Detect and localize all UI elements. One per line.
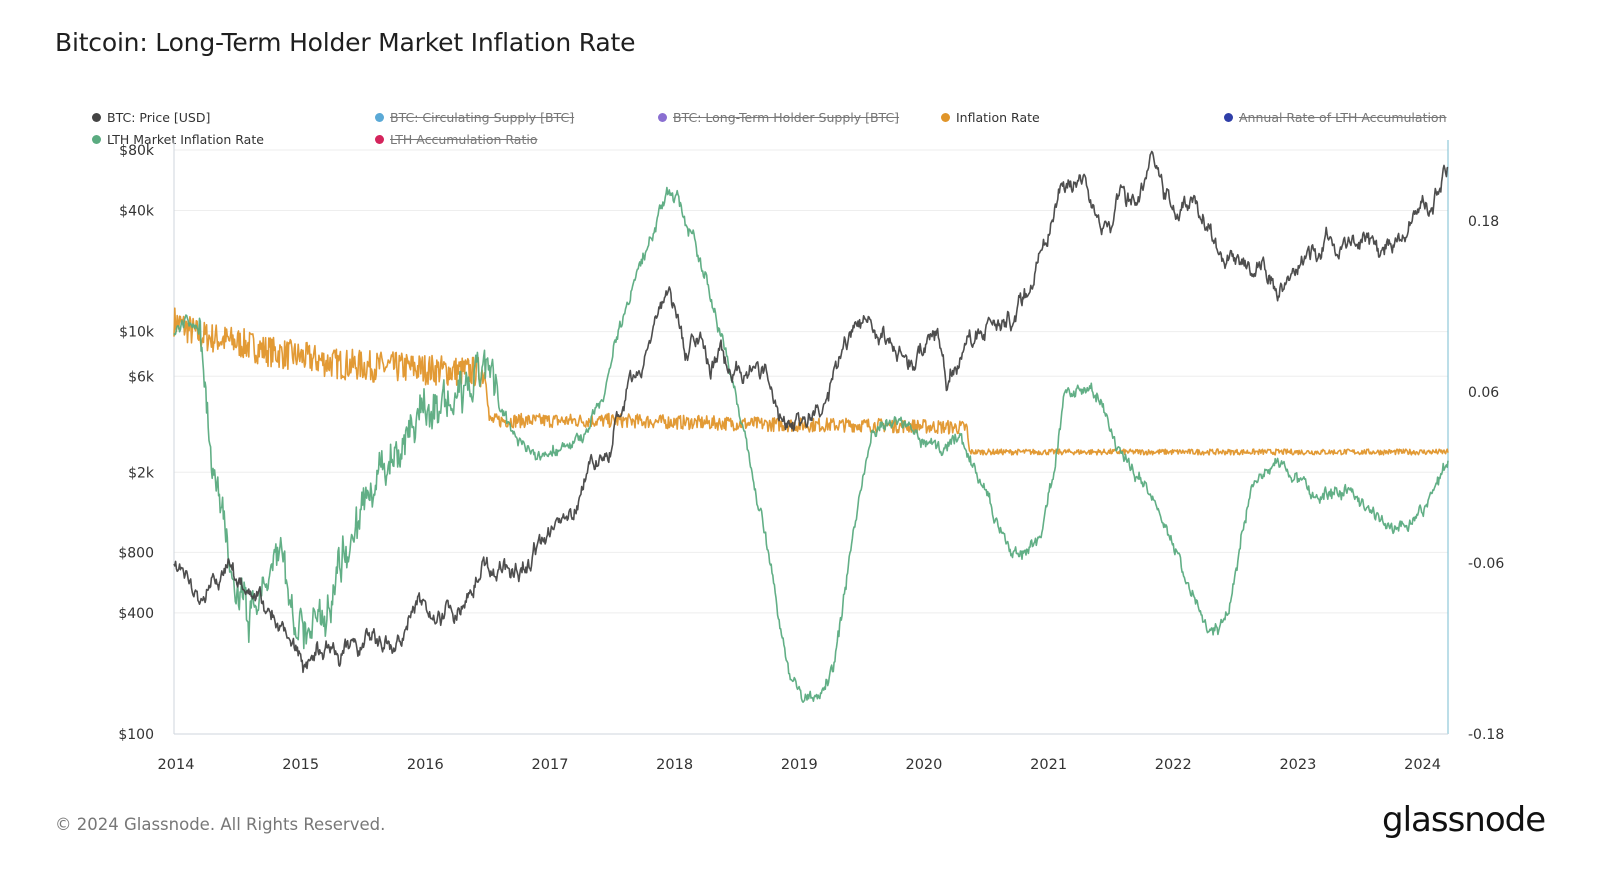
- x-tick-label: 2017: [532, 757, 569, 773]
- series-line-1: [173, 307, 1449, 456]
- x-tick-label: 2022: [1155, 757, 1192, 773]
- legend-dot-icon: [658, 113, 667, 122]
- y-right-tick-label: 0.18: [1468, 214, 1499, 230]
- glassnode-logo: glassnode: [1382, 800, 1546, 840]
- legend-label: LTH Market Inflation Rate: [107, 132, 264, 147]
- legend-dot-icon: [1224, 113, 1233, 122]
- y-left-tick-label: $100: [118, 727, 154, 743]
- legend-label: BTC: Circulating Supply [BTC]: [390, 110, 575, 125]
- chart-legend: BTC: Price [USD] BTC: Circulating Supply…: [92, 110, 1492, 150]
- legend-dot-icon: [375, 135, 384, 144]
- legend-item-lth-accumulation-rate[interactable]: Annual Rate of LTH Accumulation: [1224, 110, 1447, 125]
- legend-label: LTH Accumulation Ratio: [390, 132, 538, 147]
- x-tick-label: 2018: [656, 757, 693, 773]
- legend-label: BTC: Long-Term Holder Supply [BTC]: [673, 110, 900, 125]
- y-left-tick-label: $2k: [128, 465, 155, 481]
- x-tick-label: 2016: [407, 757, 444, 773]
- x-tick-label: 2024: [1404, 757, 1441, 773]
- y-left-tick-label: $800: [118, 545, 154, 561]
- x-tick-label: 2023: [1279, 757, 1316, 773]
- legend-dot-icon: [92, 113, 101, 122]
- legend-dot-icon: [375, 113, 384, 122]
- copyright-footer: © 2024 Glassnode. All Rights Reserved.: [55, 815, 386, 834]
- x-tick-label: 2014: [158, 757, 195, 773]
- legend-dot-icon: [941, 113, 950, 122]
- legend-label: Annual Rate of LTH Accumulation: [1239, 110, 1447, 125]
- y-left-tick-label: $10k: [119, 325, 155, 341]
- x-tick-label: 2019: [781, 757, 818, 773]
- legend-item-btc-price[interactable]: BTC: Price [USD]: [92, 110, 210, 125]
- page-title: Bitcoin: Long-Term Holder Market Inflati…: [55, 28, 636, 57]
- y-left-tick-label: $40k: [119, 204, 155, 220]
- legend-item-circulating-supply[interactable]: BTC: Circulating Supply [BTC]: [375, 110, 574, 125]
- y-right-tick-label: -0.06: [1468, 556, 1504, 572]
- x-tick-label: 2015: [282, 757, 319, 773]
- y-left-tick-label: $80k: [119, 143, 155, 159]
- x-tick-label: 2020: [905, 757, 942, 773]
- legend-item-lth-market-inflation[interactable]: LTH Market Inflation Rate: [92, 132, 264, 147]
- y-left-tick-label: $6k: [128, 369, 155, 385]
- y-right-tick-label: 0.06: [1468, 385, 1499, 401]
- legend-item-lth-supply[interactable]: BTC: Long-Term Holder Supply [BTC]: [658, 110, 899, 125]
- legend-item-lth-accumulation-ratio[interactable]: LTH Accumulation Ratio: [375, 132, 538, 147]
- legend-item-inflation-rate[interactable]: Inflation Rate: [941, 110, 1040, 125]
- x-tick-label: 2021: [1030, 757, 1067, 773]
- series-line-2: [173, 186, 1449, 703]
- y-left-tick-label: $400: [118, 606, 154, 622]
- y-right-tick-label: -0.18: [1468, 727, 1504, 743]
- legend-dot-icon: [92, 135, 101, 144]
- legend-label: BTC: Price [USD]: [107, 110, 211, 125]
- legend-label: Inflation Rate: [956, 110, 1040, 125]
- series-line-0: [173, 150, 1449, 674]
